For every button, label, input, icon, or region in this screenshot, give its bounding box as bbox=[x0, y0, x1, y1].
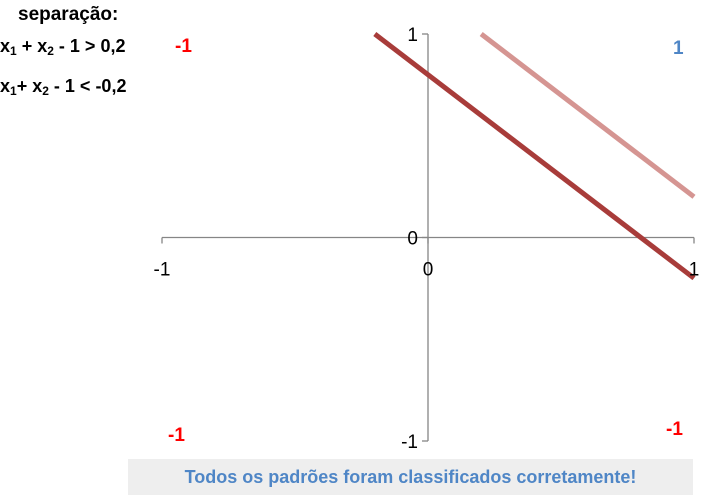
ineq2-sub1: 1 bbox=[10, 84, 17, 98]
y-tick-label: 1 bbox=[407, 25, 418, 46]
y-tick-label: 0 bbox=[407, 229, 418, 250]
x-tick-label: 0 bbox=[423, 260, 434, 281]
separation-lines bbox=[373, 32, 696, 281]
inequality-upper: x1 + x2 - 1 > 0,2 bbox=[0, 36, 125, 58]
plot-axes bbox=[161, 33, 695, 442]
ineq2-rest: - 1 < -0,2 bbox=[48, 76, 127, 96]
ineq2-var1: x bbox=[0, 76, 11, 96]
ineq2-var2: x bbox=[32, 76, 43, 96]
status-message: Todos os padrões foram classificados cor… bbox=[128, 459, 693, 495]
separation-line-lower bbox=[373, 32, 696, 281]
ineq1-var1: x bbox=[0, 36, 11, 56]
ineq2-sub2: 2 bbox=[42, 84, 49, 98]
ineq1-sub2: 2 bbox=[47, 44, 54, 58]
ineq1-rest: - 1 > 0,2 bbox=[53, 36, 126, 56]
ineq2-plus: + bbox=[16, 76, 33, 96]
class-label-bottom-left: -1 bbox=[168, 425, 185, 446]
ineq1-var2: x bbox=[37, 36, 48, 56]
y-tick-label: -1 bbox=[401, 432, 418, 453]
x-tick-label: -1 bbox=[154, 260, 171, 281]
separation-line-upper bbox=[479, 32, 696, 199]
class-label-top-right: 1 bbox=[673, 38, 684, 59]
separation-heading: separação: bbox=[18, 4, 119, 25]
class-label-bottom-right: -1 bbox=[666, 419, 683, 440]
class-label-top-left: -1 bbox=[175, 36, 192, 57]
ineq1-plus: + bbox=[16, 36, 38, 56]
ineq1-sub1: 1 bbox=[10, 44, 17, 58]
inequality-lower: x1+ x2 - 1 < -0,2 bbox=[0, 76, 126, 98]
tick-labels: -1 0 1 -1 0 1 bbox=[154, 25, 700, 453]
x-tick-label: 1 bbox=[689, 260, 700, 281]
